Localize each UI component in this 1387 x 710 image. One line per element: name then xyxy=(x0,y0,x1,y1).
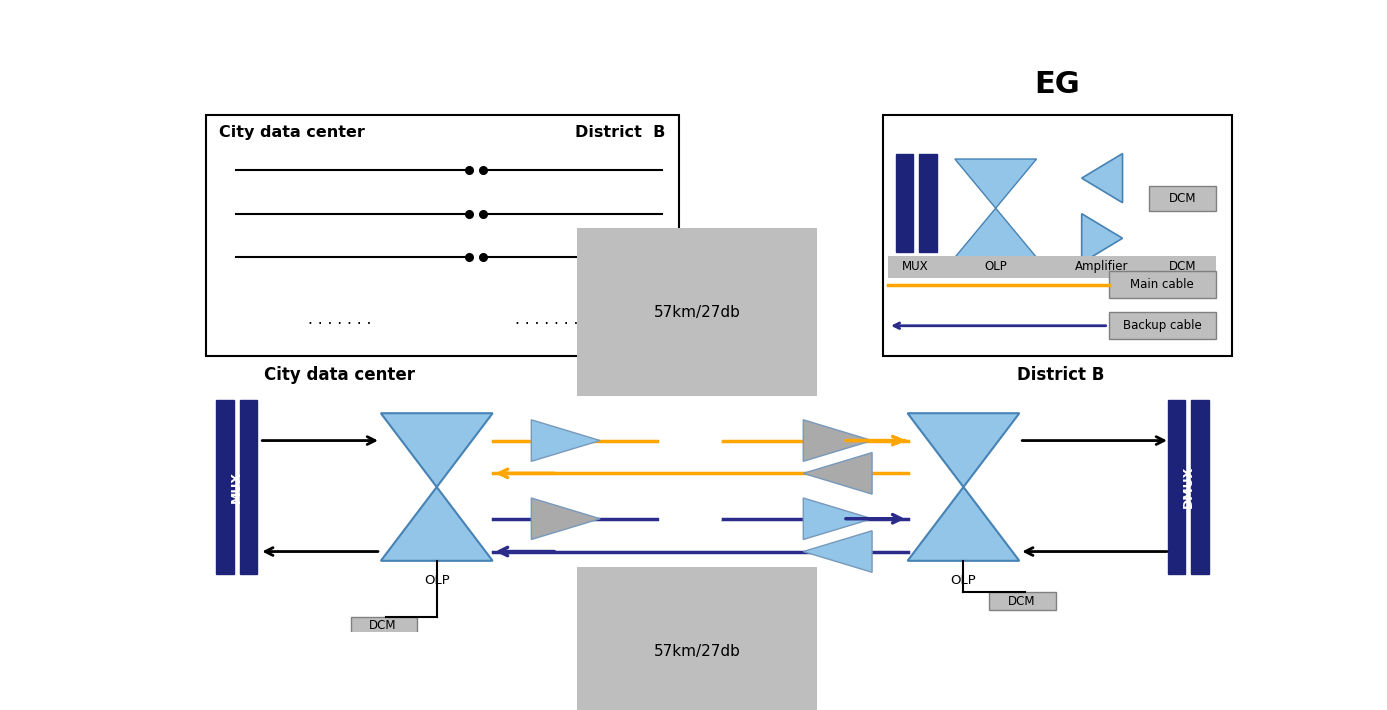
FancyBboxPatch shape xyxy=(351,616,417,635)
Ellipse shape xyxy=(660,420,720,461)
FancyBboxPatch shape xyxy=(989,592,1056,610)
Text: 57km/27db: 57km/27db xyxy=(653,305,741,320)
Polygon shape xyxy=(531,498,601,540)
Text: District B: District B xyxy=(1017,366,1104,384)
Text: DCM: DCM xyxy=(1169,260,1197,273)
Text: Main cable: Main cable xyxy=(1130,278,1194,291)
Text: OLP: OLP xyxy=(950,574,976,587)
Bar xyxy=(1168,400,1184,574)
Text: District  B: District B xyxy=(576,125,666,140)
Text: . . . . . . . . . . .: . . . . . . . . . . . xyxy=(515,312,617,327)
Ellipse shape xyxy=(660,498,720,539)
FancyBboxPatch shape xyxy=(882,115,1232,356)
FancyBboxPatch shape xyxy=(1108,312,1216,339)
Bar xyxy=(240,400,257,574)
Text: DCM: DCM xyxy=(1008,595,1035,608)
Polygon shape xyxy=(381,413,492,487)
FancyBboxPatch shape xyxy=(1108,271,1216,298)
Text: DMUX: DMUX xyxy=(1182,466,1194,508)
Text: OLP: OLP xyxy=(985,260,1007,273)
Bar xyxy=(896,153,913,252)
Text: Amplifier: Amplifier xyxy=(1075,260,1129,273)
FancyBboxPatch shape xyxy=(888,256,1216,278)
Polygon shape xyxy=(803,498,872,540)
Text: EG: EG xyxy=(1035,70,1080,99)
Polygon shape xyxy=(803,531,872,572)
FancyBboxPatch shape xyxy=(1150,186,1216,211)
Polygon shape xyxy=(954,208,1036,258)
Text: Backup cable: Backup cable xyxy=(1123,320,1201,332)
Text: MUX: MUX xyxy=(230,471,243,503)
Polygon shape xyxy=(381,487,492,561)
FancyBboxPatch shape xyxy=(205,115,678,356)
Polygon shape xyxy=(1082,214,1122,263)
Text: MUX: MUX xyxy=(902,260,928,273)
Polygon shape xyxy=(803,452,872,494)
Text: City data center: City data center xyxy=(265,366,416,384)
Polygon shape xyxy=(531,420,601,462)
Bar xyxy=(920,153,936,252)
Bar xyxy=(1191,400,1208,574)
Polygon shape xyxy=(803,420,872,462)
Text: . . . . . . .: . . . . . . . xyxy=(308,312,372,327)
Text: DCM: DCM xyxy=(1169,192,1197,205)
Bar xyxy=(216,400,233,574)
Polygon shape xyxy=(907,413,1019,487)
Text: City data center: City data center xyxy=(219,125,365,140)
Polygon shape xyxy=(907,487,1019,561)
Polygon shape xyxy=(1082,153,1122,203)
Text: DCM: DCM xyxy=(369,619,397,633)
Text: 57km/27db: 57km/27db xyxy=(653,643,741,659)
Text: OLP: OLP xyxy=(424,574,449,587)
Polygon shape xyxy=(954,159,1036,208)
